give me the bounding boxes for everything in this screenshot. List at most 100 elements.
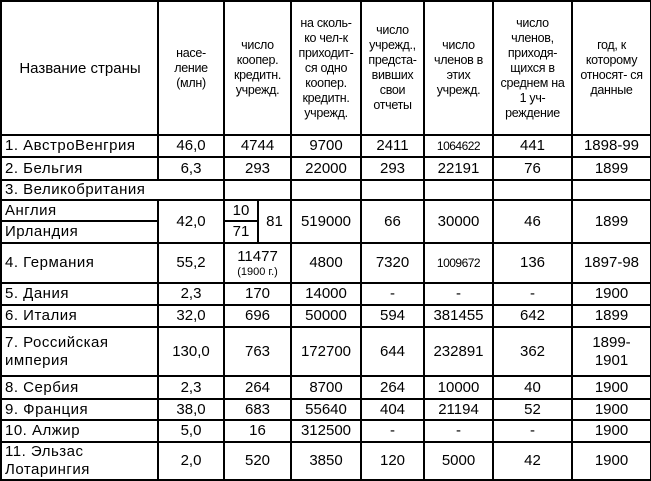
year-line: 1898-99 [583,137,640,154]
table-row: 2. Бельгия 6,3 293 22000 293 22191 76 1899 [0,156,651,181]
country-name-line: Лотарингия [5,461,90,478]
credit-institutions: 170 [223,282,292,306]
year-line: 1897-98 [583,254,640,271]
header-people-per-institution: на сколь- ко чел-к приходит- ся одно коо… [290,0,362,136]
table-row: Англия 42,0 10 81 519000 66 30000 46 1899 [0,199,651,244]
credit-institutions-value: 16 [249,422,266,439]
country-name: 4. Германия [0,242,159,284]
population: 5,0 [157,419,225,443]
country-name-line: 11. Эльзас [5,443,84,460]
table-cell [360,179,425,201]
population: 38,0 [157,398,225,421]
credit-institutions: 81 [257,199,292,244]
members: 21194 [423,398,494,421]
country-name: 7. Российская империя [0,326,159,377]
people-per-institution: 55640 [290,398,362,421]
country-name-line: 6. Италия [5,307,78,324]
year: 1900 [571,441,651,481]
year: 1900 [571,419,651,443]
year: 1900 [571,282,651,306]
reporting-institutions: 644 [360,326,425,377]
country-name-line: 4. Германия [5,254,95,271]
people-per-institution: 8700 [290,375,362,400]
credit-institutions: 520 [223,441,292,481]
table-row: 3. Великобритания [0,179,651,201]
year-line: 1901 [594,351,629,369]
reporting-institutions: 264 [360,375,425,400]
population: 2,0 [157,441,225,481]
credit-institutions: 4744 [223,134,292,158]
country-name: Англия [0,199,159,222]
avg-members: 441 [492,134,573,158]
header-members: число членов в этих учрежд. [423,0,494,136]
year: 1899- 1901 [571,326,651,377]
reporting-institutions: 293 [360,156,425,181]
country-name-line: 9. Франция [5,400,89,418]
country-name: 8. Сербия [0,375,159,400]
country-name-line: 1. АвстроВенгрия [5,137,136,154]
country-name: 3. Великобритания [0,179,225,201]
country-name: 11. Эльзас Лотарингия [0,441,159,481]
table-row: 9. Франция 38,0 683 55640 404 21194 52 1900 [0,398,651,421]
year: 1900 [571,398,651,421]
credit-institutions-value: 11477 [237,248,278,265]
country-name: Ирландия [0,220,159,244]
table-cell [423,179,494,201]
credit-institutions: 16 [223,419,292,443]
header-credit-institutions: число коопер. кредитн. учрежд. [223,0,292,136]
reporting-institutions: 66 [360,199,425,244]
population: 6,3 [157,156,225,181]
table-row: 8. Сербия 2,3 264 8700 264 10000 40 1900 [0,375,651,400]
people-per-institution: 50000 [290,304,362,328]
people-per-institution: 3850 [290,441,362,481]
avg-members: 42 [492,441,573,481]
reporting-institutions: 594 [360,304,425,328]
avg-members: 40 [492,375,573,400]
table-row: 11. Эльзас Лотарингия 2,0 520 3850 120 5000 42 1… [0,441,651,481]
people-per-institution: 9700 [290,134,362,158]
members: - [423,282,494,306]
people-per-institution: 14000 [290,282,362,306]
credit-institutions: 683 [223,398,292,421]
credit-institutions-value: 696 [244,307,271,324]
people-per-institution: 4800 [290,242,362,284]
members: 232891 [423,326,494,377]
members: 5000 [423,441,494,481]
credit-institutions: 696 [223,304,292,328]
population: 2,3 [157,375,225,400]
population: 55,2 [157,242,225,284]
population: 130,0 [157,326,225,377]
population: 42,0 [157,199,225,244]
credit-institutions: 264 [223,375,292,400]
credit-institutions-value: 170 [244,285,271,302]
credit-institutions-value: 4744 [240,137,275,154]
members: 10000 [423,375,494,400]
credit-institutions-value: 683 [244,400,271,418]
country-name: 2. Бельгия [0,156,159,181]
country-name: 5. Дания [0,282,159,306]
header-reporting-institutions: число учрежд., предста- вивших свои отче… [360,0,425,136]
people-per-institution: 519000 [290,199,362,244]
members: 381455 [423,304,494,328]
table-cell [290,179,362,201]
year-line: 1899 [594,307,629,324]
header-name: Название страны [0,0,159,136]
avg-members: - [492,282,573,306]
members: 1064622 [423,134,494,158]
country-name-line: 8. Сербия [5,378,79,396]
avg-members: 52 [492,398,573,421]
avg-members: 362 [492,326,573,377]
country-name-line: 2. Бельгия [5,159,83,177]
credit-institutions-england: 10 [223,199,259,222]
members: 22191 [423,156,494,181]
reporting-institutions: - [360,282,425,306]
credit-institutions-value: 293 [244,159,271,177]
members: 30000 [423,199,494,244]
members: - [423,419,494,443]
year: 1898-99 [571,134,651,158]
avg-members: 136 [492,242,573,284]
people-per-institution: 22000 [290,156,362,181]
credit-institutions-value: 520 [244,452,271,469]
credit-institutions: 11477 (1900 г.) [223,242,292,284]
